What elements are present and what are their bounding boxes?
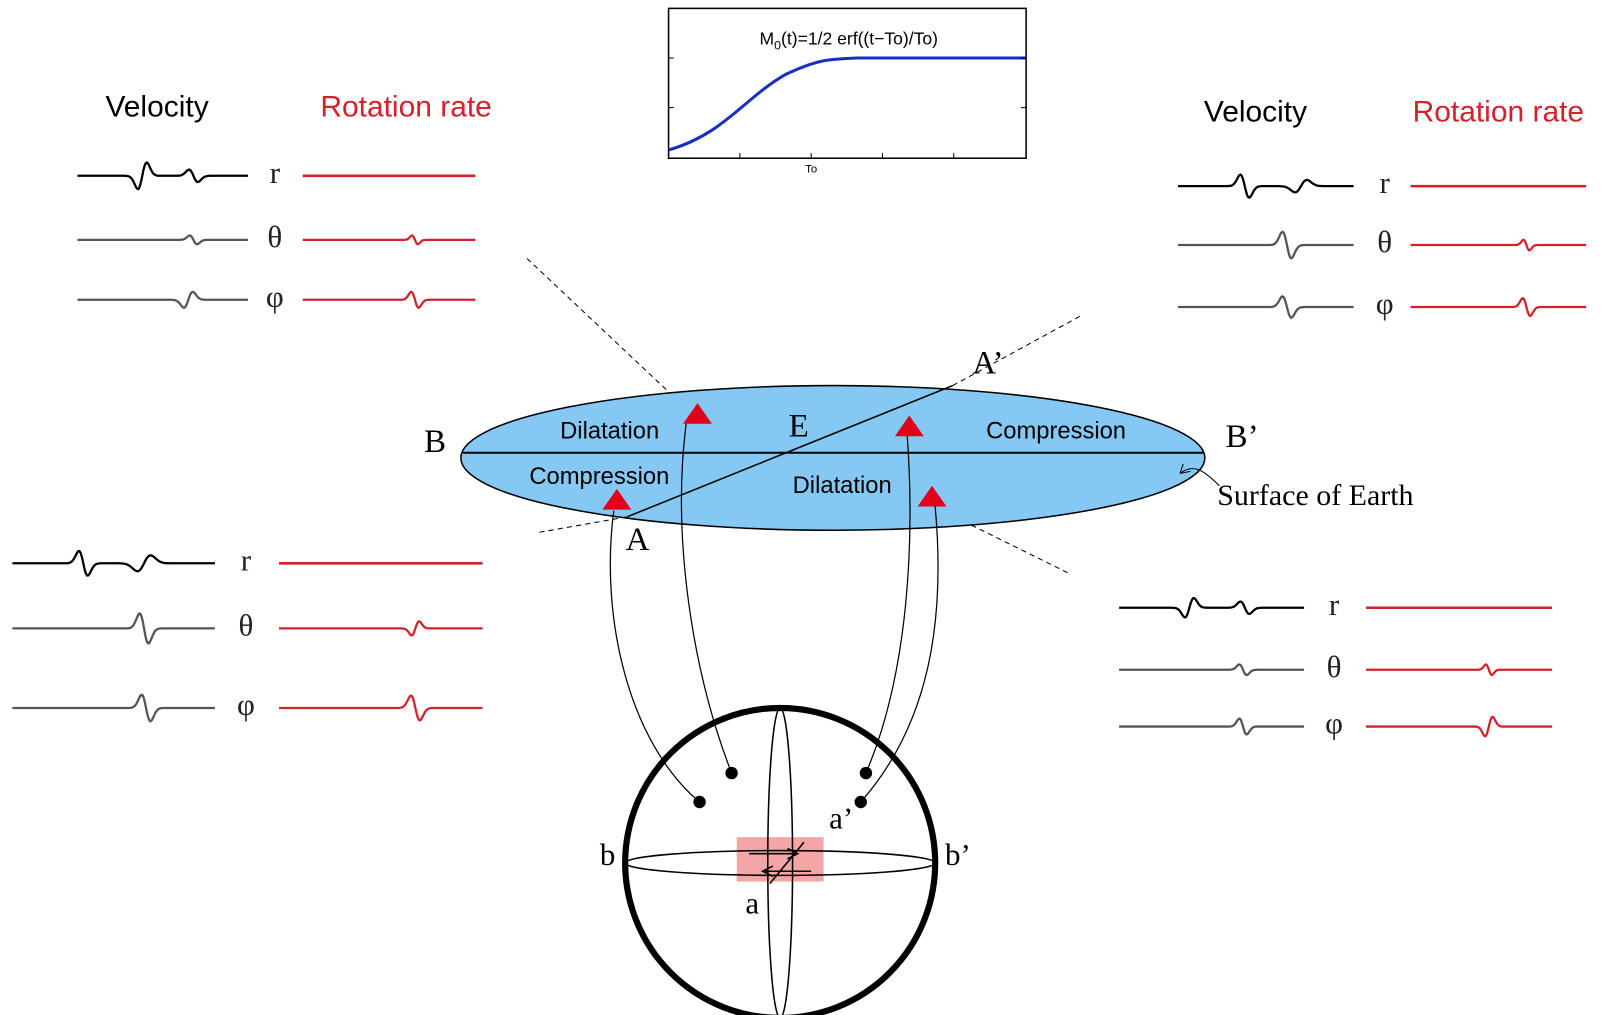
region-label: Dilatation xyxy=(793,472,892,499)
sphere-point-label: b xyxy=(600,837,616,872)
rotation-header: Rotation rate xyxy=(320,91,492,124)
waveform xyxy=(1119,719,1304,735)
waveform xyxy=(1178,232,1354,258)
waveform xyxy=(303,236,476,245)
waveform xyxy=(279,696,483,721)
region-label: Compression xyxy=(986,417,1126,444)
component-label: φ xyxy=(1376,286,1394,321)
component-label: φ xyxy=(237,687,255,722)
surface-label: Surface of Earth xyxy=(1217,479,1413,512)
waveform xyxy=(1119,598,1304,617)
waveform xyxy=(1366,664,1552,675)
point-label: B’ xyxy=(1226,419,1259,455)
waveform xyxy=(1366,717,1552,736)
component-label: θ xyxy=(1377,224,1392,259)
sphere-point-label: a xyxy=(745,885,759,920)
velocity-header: Velocity xyxy=(105,91,208,124)
waveform xyxy=(78,236,249,245)
waveform xyxy=(1119,664,1304,675)
component-label: r xyxy=(241,542,252,577)
component-label: r xyxy=(1329,587,1340,622)
waveform xyxy=(12,695,215,722)
surface-ellipse xyxy=(461,386,1205,531)
rotation-header: Rotation rate xyxy=(1413,96,1585,129)
waveform xyxy=(1411,240,1587,251)
waveform xyxy=(1178,175,1354,198)
inset-tick-label: To xyxy=(805,164,817,176)
component-label: θ xyxy=(1327,649,1342,684)
component-label: φ xyxy=(1325,706,1343,741)
waveform xyxy=(78,162,249,189)
velocity-header: Velocity xyxy=(1204,96,1307,129)
sphere-point-label: b’ xyxy=(945,837,971,872)
component-label: θ xyxy=(267,219,282,254)
component-label: θ xyxy=(239,608,254,643)
sphere-point-label: a’ xyxy=(829,801,853,836)
point-label: B xyxy=(424,424,446,460)
waveform xyxy=(78,292,249,308)
diagram: M0(t)=1/2 erf((t−To)/To) To Dilatation C… xyxy=(0,0,1612,1015)
component-label: r xyxy=(1380,165,1391,200)
waveform xyxy=(303,292,476,308)
point-label: A’ xyxy=(972,346,1003,382)
waveform xyxy=(12,551,215,575)
region-label: Dilatation xyxy=(560,417,659,444)
waveform xyxy=(1411,298,1587,316)
component-label: r xyxy=(270,155,281,190)
waveform xyxy=(12,614,215,644)
epicenter-label: E xyxy=(789,409,809,445)
point-label: A xyxy=(626,522,650,558)
waveform xyxy=(1178,296,1354,317)
waveform xyxy=(279,621,483,635)
region-label: Compression xyxy=(529,463,669,490)
component-label: φ xyxy=(266,279,284,314)
